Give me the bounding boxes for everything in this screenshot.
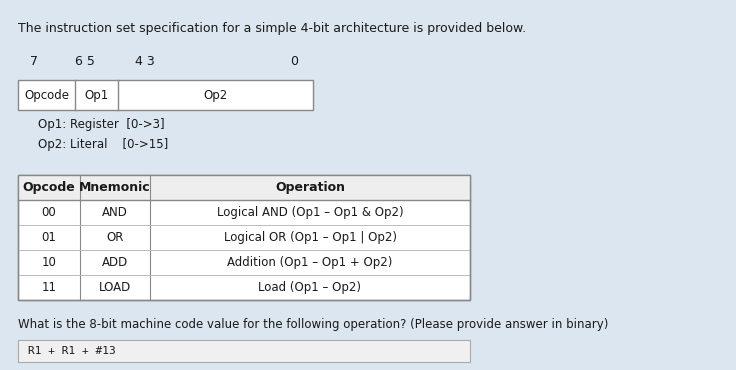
Bar: [18, 175, 470, 200]
Text: Op2: Op2: [203, 88, 227, 101]
Text: Op1: Op1: [85, 88, 109, 101]
Text: The instruction set specification for a simple 4-bit architecture is provided be: The instruction set specification for a …: [18, 22, 526, 35]
Text: Operation: Operation: [275, 181, 345, 194]
Bar: [18, 340, 470, 362]
Text: LOAD: LOAD: [99, 281, 131, 294]
Text: Opcode: Opcode: [23, 181, 75, 194]
Text: What is the 8-bit machine code value for the following operation? (Please provid: What is the 8-bit machine code value for…: [18, 318, 609, 331]
Text: 11: 11: [41, 281, 57, 294]
Text: OR: OR: [106, 231, 124, 244]
Text: Op2: Literal    [0->15]: Op2: Literal [0->15]: [38, 138, 169, 151]
Text: 0: 0: [290, 55, 298, 68]
Text: Logical OR (Op1 – Op1 | Op2): Logical OR (Op1 – Op1 | Op2): [224, 231, 397, 244]
Text: Opcode: Opcode: [24, 88, 69, 101]
Text: Op1: Register  [0->3]: Op1: Register [0->3]: [38, 118, 165, 131]
Text: 6 5: 6 5: [75, 55, 95, 68]
Text: Logical AND (Op1 – Op1 & Op2): Logical AND (Op1 – Op1 & Op2): [216, 206, 403, 219]
Text: Mnemonic: Mnemonic: [79, 181, 151, 194]
Text: Addition (Op1 – Op1 + Op2): Addition (Op1 – Op1 + Op2): [227, 256, 393, 269]
Bar: [18, 80, 313, 110]
Bar: [18, 175, 470, 300]
Text: AND: AND: [102, 206, 128, 219]
Text: 7: 7: [30, 55, 38, 68]
Text: 00: 00: [42, 206, 57, 219]
Text: R1 + R1 + #13: R1 + R1 + #13: [28, 346, 116, 356]
Text: 10: 10: [41, 256, 57, 269]
Text: 4 3: 4 3: [135, 55, 155, 68]
Text: ADD: ADD: [102, 256, 128, 269]
Bar: [18, 175, 470, 300]
Text: Load (Op1 – Op2): Load (Op1 – Op2): [258, 281, 361, 294]
Text: 01: 01: [41, 231, 57, 244]
